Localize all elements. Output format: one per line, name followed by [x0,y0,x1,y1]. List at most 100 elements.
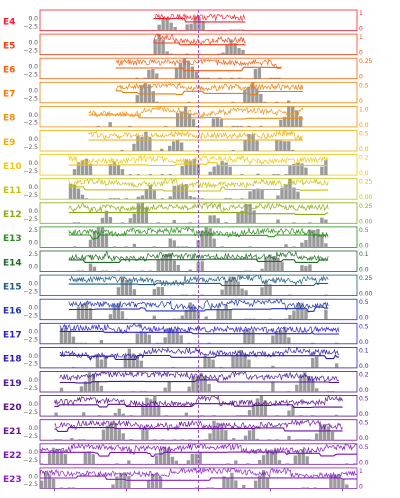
bar [184,184,188,200]
bar [120,276,125,296]
panel-label: E7 [3,90,15,100]
right-tick-label: 1 [359,468,363,475]
bar [112,246,117,248]
bar [337,473,341,489]
bar [226,477,230,489]
bar [203,355,207,368]
bar [164,415,169,417]
bar [139,360,143,368]
bar [324,294,328,296]
bar [241,29,245,31]
bar [140,195,145,200]
bar [220,161,224,176]
panel-label: E21 [3,427,22,437]
bar [260,287,264,296]
bar [231,101,235,103]
bar [71,487,76,489]
bar [307,375,311,392]
bar [225,44,229,55]
bar [216,308,220,320]
left-tick-label: −2.5 [23,288,38,295]
panel-label: E13 [3,234,22,244]
bar [161,18,165,31]
left-tick-label: 0.0 [28,160,38,167]
bar [158,477,163,489]
bar [168,253,172,272]
bar [180,294,184,296]
bar [188,160,192,176]
bar [275,140,279,151]
left-tick-label: −2.5 [23,120,38,127]
left-tick-label: 0.0 [28,280,38,287]
bar [243,139,247,151]
panel-label: E5 [3,41,15,51]
bar [160,198,164,200]
bar [256,173,260,176]
bar [146,480,151,489]
bar [255,88,259,103]
series-envelope [59,379,339,384]
bar [75,342,80,344]
bar [80,194,85,200]
bar [303,439,307,441]
bar [316,228,320,248]
bar [185,53,189,55]
bar [190,66,194,79]
bar [84,198,89,200]
bar [236,213,240,224]
bar [324,219,328,224]
bar [72,246,77,248]
left-tick-label: −2.5 [23,433,38,440]
bar [99,385,104,392]
bar [301,487,305,489]
bar [224,198,228,200]
bar [208,228,212,248]
bar [253,480,258,489]
right-tick-label: 0.00 [359,218,373,225]
bar [200,415,204,417]
panel-label: E17 [3,331,22,341]
bar [120,149,124,151]
bar [176,318,180,320]
bar [92,266,97,272]
bar [308,229,312,248]
bar [288,315,292,320]
bar [251,390,255,392]
panel-label: E8 [3,114,15,124]
bar [240,288,244,296]
bar [176,264,180,272]
bar [156,286,160,296]
panel-label: E23 [3,475,22,485]
bar [128,125,132,127]
bar [169,22,173,31]
bar [285,463,290,465]
bar [180,246,184,248]
bar [155,101,159,103]
bar [255,438,260,441]
bar [91,454,95,465]
bar [104,210,109,224]
bar [169,53,173,55]
panel-label: E14 [3,258,22,268]
bar [212,415,216,417]
left-tick-label: 0.0 [28,305,38,312]
bar [248,318,252,320]
bar [153,395,157,417]
bar [172,439,177,441]
bar [267,439,271,441]
bar [131,390,135,392]
bar [172,260,176,272]
bar [148,270,153,272]
bar [224,162,228,176]
bar [156,222,160,224]
bar [228,309,232,320]
bar [141,405,145,417]
bar [172,219,176,224]
series-line [88,106,304,119]
bar [59,328,64,344]
bar [192,158,196,176]
panel-label: E11 [3,186,22,196]
bar [112,161,117,176]
bar [143,77,147,79]
bar [275,101,279,103]
